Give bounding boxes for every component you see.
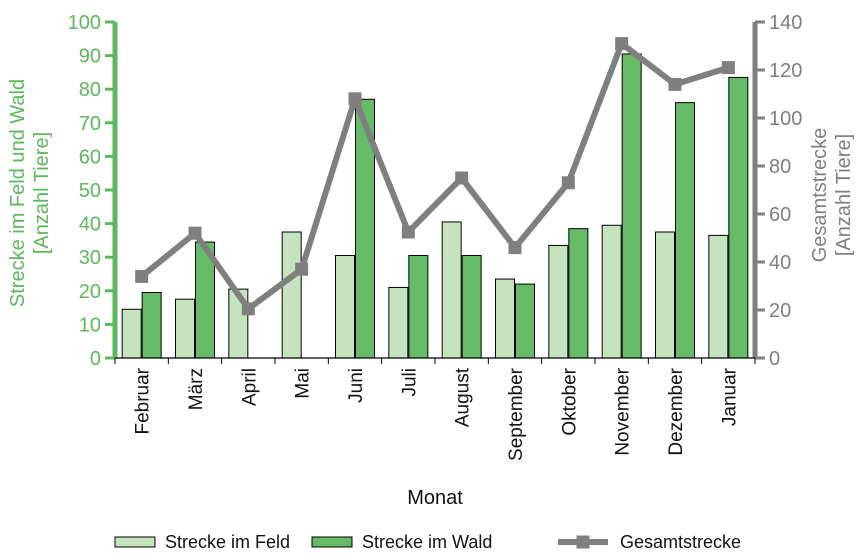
x-tick-label: Juli: [399, 368, 420, 397]
bar-wald-7: [515, 283, 535, 359]
bar-feld-1: [175, 298, 195, 359]
right-tick-label: 40: [769, 252, 791, 274]
legend-label-1: Strecke im Wald: [362, 532, 492, 552]
gesamtstrecke-point-11: [721, 61, 735, 75]
legend-swatch-1: [311, 536, 353, 548]
x-tick-label: Oktober: [559, 367, 580, 435]
right-tick-label: 120: [769, 60, 802, 82]
x-tick-label: November: [613, 367, 634, 455]
x-axis-title: Monat: [407, 487, 463, 509]
left-tick-label: 90: [79, 46, 101, 68]
x-tick-label: April: [239, 368, 260, 406]
right-tick-label: 80: [769, 156, 791, 178]
right-axis-title-line: Gesamtstrecke: [809, 128, 831, 262]
left-tick-label: 40: [79, 214, 101, 236]
left-axis-title-line: [Anzahl Tiere]: [31, 132, 53, 254]
x-tick-label: Juni: [346, 368, 367, 403]
legend-label-2: Gesamtstrecke: [620, 532, 741, 552]
left-axis-title: Strecke im Feld und Wald [Anzahl Tiere]: [7, 79, 53, 307]
legend-label-0: Strecke im Feld: [165, 532, 290, 552]
bar-wald-11: [728, 76, 749, 359]
left-tick-label: 80: [79, 79, 101, 101]
bar-wald-9: [621, 53, 642, 359]
bar-feld-0: [121, 308, 142, 359]
right-tick-label: 20: [769, 300, 791, 322]
bar-feld-9: [601, 224, 622, 359]
gesamtstrecke-point-2: [241, 302, 255, 316]
left-tick-label: 20: [79, 281, 101, 303]
bars: [121, 53, 749, 359]
right-tick-label: 0: [769, 348, 780, 370]
axis-labels: Strecke im Feld und Wald [Anzahl Tiere] Ge…: [7, 79, 855, 509]
bar-feld-5: [388, 286, 409, 359]
left-tick-label: 0: [90, 348, 101, 370]
line-series: [135, 37, 735, 316]
bar-wald-8: [568, 228, 589, 359]
gesamtstrecke-line: [139, 40, 730, 312]
gesamtstrecke-point-5: [401, 225, 415, 239]
gesamtstrecke-point-8: [561, 176, 575, 190]
bar-feld-10: [655, 231, 675, 359]
x-tick-label: Januar: [719, 367, 740, 426]
legend: Strecke im Feld Strecke im Wald Gesamtstre…: [114, 532, 741, 552]
x-tick-label: März: [186, 368, 207, 410]
bar-wald-10: [675, 102, 695, 359]
left-tick-label: 30: [79, 247, 101, 269]
gesamtstrecke-point-4: [348, 92, 362, 106]
gesamtstrecke-point-3: [295, 262, 309, 276]
left-axis-title-line: Strecke im Feld und Wald: [7, 79, 29, 307]
gesamtstrecke-point-1: [188, 226, 202, 240]
left-tick-label: 60: [79, 146, 101, 168]
bar-feld-3: [281, 231, 302, 359]
right-axis-title: Gesamtstrecke [Anzahl Tiere]: [809, 128, 855, 262]
axes: 0 10 20 30 40 50 60 70 80 90 100 0 20 40 60 80 100 120 140…: [68, 12, 803, 461]
x-tick-label: August: [453, 367, 474, 427]
x-tick-label: Dezember: [666, 367, 687, 455]
right-tick-label: 60: [769, 204, 791, 226]
x-tick-label: Mai: [293, 368, 314, 399]
gesamtstrecke-point-0: [135, 269, 149, 283]
x-tick-label: September: [506, 367, 527, 461]
gesamtstrecke-point-6: [455, 171, 469, 185]
bar-feld-7: [495, 278, 515, 359]
bar-wald-5: [408, 255, 429, 359]
bar-feld-6: [441, 221, 462, 359]
gesamtstrecke-point-9: [615, 37, 629, 51]
bar-feld-11: [708, 234, 729, 359]
left-tick-label: 10: [79, 314, 101, 336]
left-tick-label: 50: [79, 180, 101, 202]
right-axis-title-line: [Anzahl Tiere]: [833, 134, 855, 256]
gesamtstrecke-point-7: [508, 241, 522, 255]
gesamtstrecke-point-10: [668, 77, 682, 91]
bar-wald-6: [461, 255, 482, 359]
right-tick-label: 140: [769, 12, 802, 34]
bar-wald-0: [141, 291, 162, 359]
x-tick-label: Februar: [133, 367, 154, 434]
left-tick-label: 70: [79, 113, 101, 135]
bar-feld-4: [335, 255, 355, 359]
legend-marker-swatch: [576, 535, 590, 549]
legend-swatch-0: [114, 536, 156, 548]
right-tick-label: 100: [769, 108, 802, 130]
left-tick-label: 100: [68, 12, 101, 34]
bar-feld-8: [548, 244, 569, 359]
